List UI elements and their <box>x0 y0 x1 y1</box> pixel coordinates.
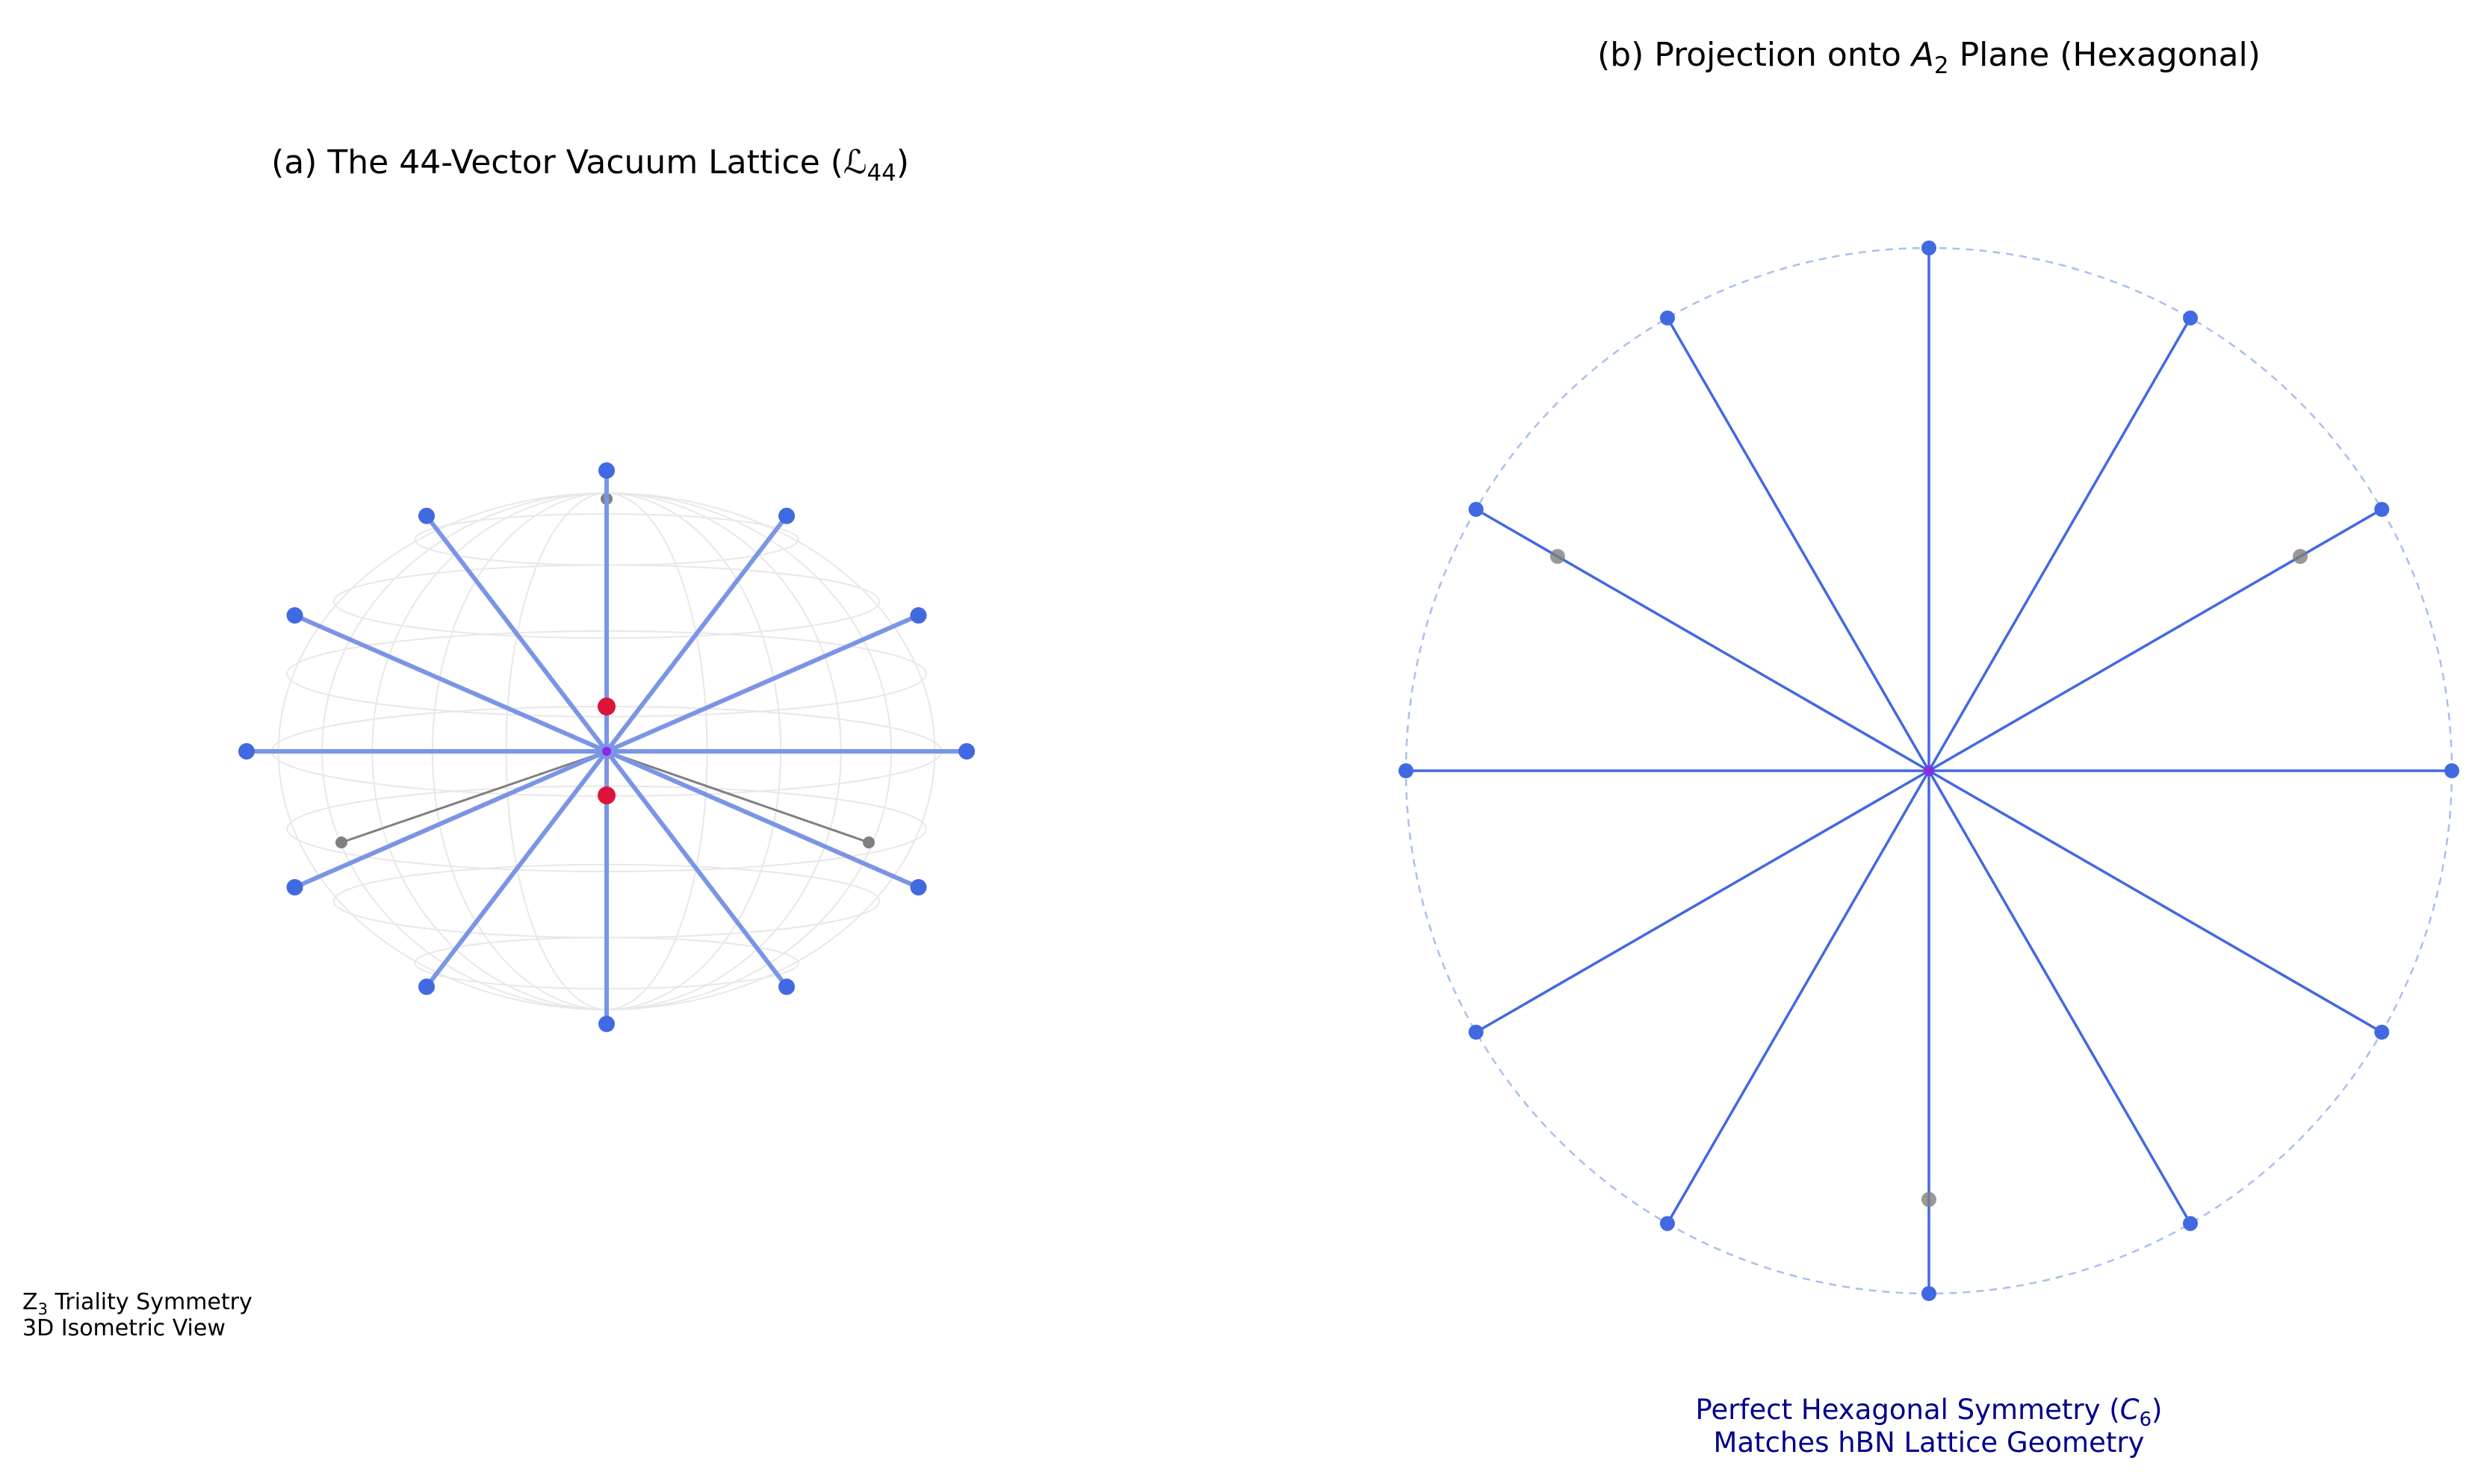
vector-line-2d <box>1475 508 1930 772</box>
vector-line-3d <box>294 613 608 754</box>
origin-point-2d <box>1924 766 1934 776</box>
vector-point-3d <box>286 607 303 624</box>
vector-point-3d <box>238 743 255 760</box>
vector-point-3d <box>778 507 795 524</box>
panel-b-caption-line1: Perfect Hexagonal Symmetry (C6) <box>1696 1394 2163 1431</box>
panel-b-caption-line2: Matches hBN Lattice Geometry <box>1714 1426 2145 1459</box>
vector-point-3d <box>418 978 435 996</box>
vector-point-3d <box>958 743 975 760</box>
gray-point-2d <box>1921 1192 1936 1207</box>
panel-a-note-line2: 3D Isometric View <box>22 1315 226 1341</box>
vector-point-2d <box>1468 1025 1484 1040</box>
vector-line-2d <box>1928 508 2383 772</box>
vector-line-2d <box>1475 769 1930 1034</box>
vector-point-2d <box>2183 1216 2198 1232</box>
panel-a: (a) The 44-Vector Vacuum Lattice (ℒ44) Z… <box>22 143 975 1341</box>
vector-point-2d <box>2183 310 2198 326</box>
vector-line-3d <box>604 750 789 989</box>
vector-point-2d <box>1921 240 1936 255</box>
vector-point-3d <box>598 1016 615 1032</box>
vector-line-3d <box>605 749 920 890</box>
vector-point-2d <box>2374 502 2390 517</box>
panel-a-title: (a) The 44-Vector Vacuum Lattice (ℒ44) <box>271 143 909 187</box>
blue-vectors-2d <box>1398 240 2459 1301</box>
gray-vector-line-3d <box>341 750 607 844</box>
gray-point-2d <box>1549 549 1565 564</box>
blue-vectors-3d <box>238 462 975 1032</box>
vector-point-2d <box>2444 763 2459 778</box>
vector-point-3d <box>286 879 303 895</box>
red-points <box>598 698 616 804</box>
gray-points-2d <box>1549 549 2308 1207</box>
vector-point-2d <box>1398 763 1413 778</box>
vector-point-3d <box>778 978 795 996</box>
vector-line-2d <box>1666 770 1930 1225</box>
vector-line-3d <box>294 749 608 890</box>
vector-point-3d <box>910 879 927 895</box>
gray-vector-line-3d <box>606 750 870 844</box>
vector-point-2d <box>2374 1025 2390 1040</box>
vector-line-3d <box>605 613 920 754</box>
vector-line-2d <box>1666 317 1930 772</box>
vector-line-3d <box>604 514 789 753</box>
gray-vector-point-3d <box>335 836 347 848</box>
vector-point-2d <box>1921 1286 1936 1301</box>
gray-vector-point-3d <box>863 836 875 848</box>
vector-point-2d <box>1468 502 1484 517</box>
vector-point-3d <box>418 507 435 524</box>
vector-line-2d <box>1927 317 2192 772</box>
red-point <box>598 786 616 804</box>
vector-line-2d <box>1928 769 2383 1034</box>
vector-point-3d <box>598 462 615 479</box>
panel-a-note-line1: Z3 Triality Symmetry <box>22 1289 253 1318</box>
vector-line-2d <box>1927 770 2192 1225</box>
vector-line-3d <box>424 514 609 753</box>
vector-point-3d <box>910 607 927 624</box>
vector-line-3d <box>424 750 609 989</box>
red-point <box>598 698 616 715</box>
panel-b-title: (b) Projection onto A2 Plane (Hexagonal) <box>1597 36 2261 79</box>
panel-b: (b) Projection onto A2 Plane (Hexagonal)… <box>1398 36 2459 1459</box>
origin-point-3d <box>602 747 611 756</box>
gray-point-2d <box>2293 549 2308 564</box>
vector-point-2d <box>1660 310 1675 326</box>
vector-point-2d <box>1660 1216 1675 1232</box>
